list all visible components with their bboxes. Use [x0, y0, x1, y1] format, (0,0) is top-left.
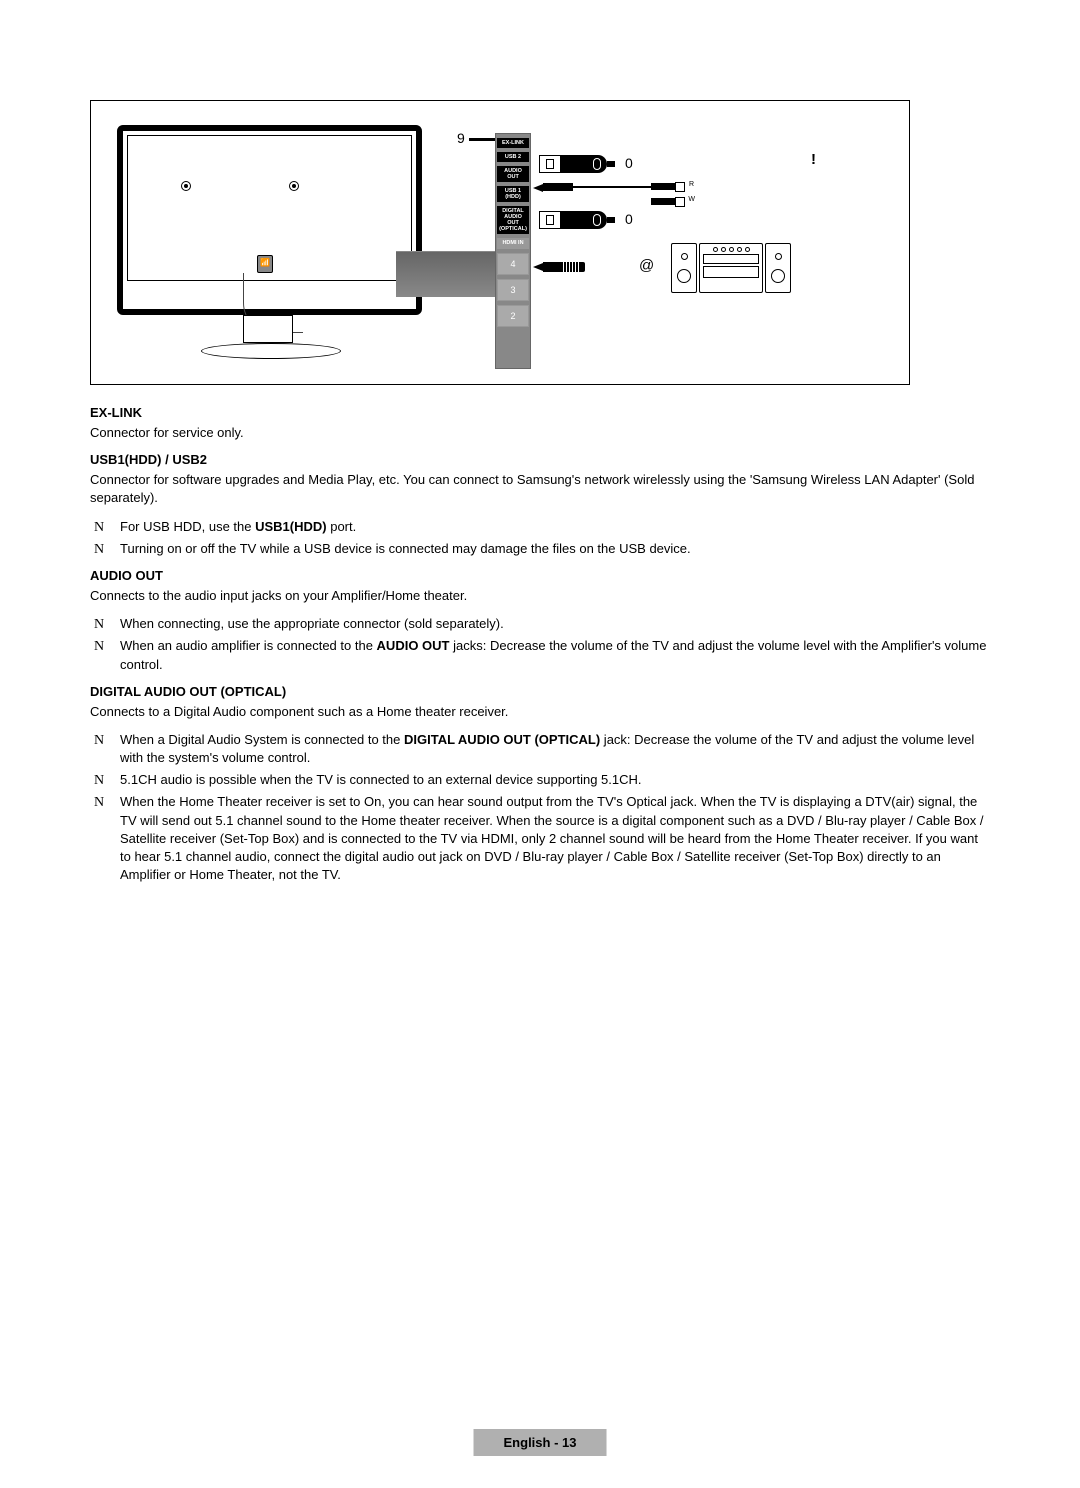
audioout-note-2: When an audio amplifier is connected to … [112, 637, 990, 673]
tv-outline [117, 125, 422, 315]
port-hdmi-3: 3 [497, 279, 529, 301]
amplifier-icon [699, 243, 763, 293]
speaker-left-icon [671, 243, 697, 293]
tv-mount-hole-left [181, 181, 191, 191]
exlink-title: EX-LINK [90, 405, 990, 420]
usb-port-icon-1 [539, 155, 561, 173]
audioout-title: AUDIO OUT [90, 568, 990, 583]
exlink-text: Connector for service only. [90, 424, 990, 442]
callout-exclamation: ! [811, 151, 816, 168]
audioout-notes: When connecting, use the appropriate con… [90, 615, 990, 674]
usb-note-1: For USB HDD, use the USB1(HDD) port. [112, 518, 990, 536]
digital-note-1: When a Digital Audio System is connected… [112, 731, 990, 767]
page-footer: English - 13 [474, 1429, 607, 1456]
port-label-usb1hdd: USB 1 (HDD) [497, 186, 529, 202]
home-theater-icon [671, 243, 793, 295]
connection-diagram: 9 EX-LINK USB 2 AUDIO OUT USB 1 (HDD) DI… [90, 100, 910, 385]
callout-9-line [469, 138, 497, 141]
digital-notes: When a Digital Audio System is connected… [90, 731, 990, 885]
tv-mount-hole-right [289, 181, 299, 191]
callout-at: @ [639, 257, 654, 274]
callout-9: 9 [457, 130, 465, 146]
port-label-hdmi-in: HDMI IN [497, 238, 529, 248]
audioout-text: Connects to the audio input jacks on you… [90, 587, 990, 605]
tv-stand-base [201, 343, 341, 359]
port-label-exlink: EX-LINK [497, 138, 529, 148]
port-label-usb2: USB 2 [497, 152, 529, 162]
usb-note-2: Turning on or off the TV while a USB dev… [112, 540, 990, 558]
tv-side-panel-connector [396, 251, 496, 297]
usb-title: USB1(HDD) / USB2 [90, 452, 990, 467]
content-body: EX-LINK Connector for service only. USB1… [60, 405, 1020, 884]
digital-text: Connects to a Digital Audio component su… [90, 703, 990, 721]
port-hdmi-2: 2 [497, 305, 529, 327]
usb-text: Connector for software upgrades and Medi… [90, 471, 990, 507]
usb-port-icon-2 [539, 211, 561, 229]
port-label-audioout: AUDIO OUT [497, 166, 529, 182]
callout-0-top: 0 [625, 155, 633, 171]
tv-stand-neck [243, 315, 293, 343]
digital-note-3: When the Home Theater receiver is set to… [112, 793, 990, 884]
port-label-digital-audio: DIGITAL AUDIO OUT (OPTICAL) [497, 206, 529, 234]
wireless-adapter-icon [257, 255, 273, 273]
speaker-right-icon [765, 243, 791, 293]
audioout-note-1: When connecting, use the appropriate con… [112, 615, 990, 633]
usb-notes: For USB HDD, use the USB1(HDD) port. Tur… [90, 518, 990, 558]
audio-out-cable [533, 187, 757, 188]
callout-0-bottom: 0 [625, 211, 633, 227]
digital-title: DIGITAL AUDIO OUT (OPTICAL) [90, 684, 990, 699]
port-panel: EX-LINK USB 2 AUDIO OUT USB 1 (HDD) DIGI… [495, 133, 531, 369]
port-hdmi-4: 4 [497, 253, 529, 275]
digital-note-2: 5.1CH audio is possible when the TV is c… [112, 771, 990, 789]
